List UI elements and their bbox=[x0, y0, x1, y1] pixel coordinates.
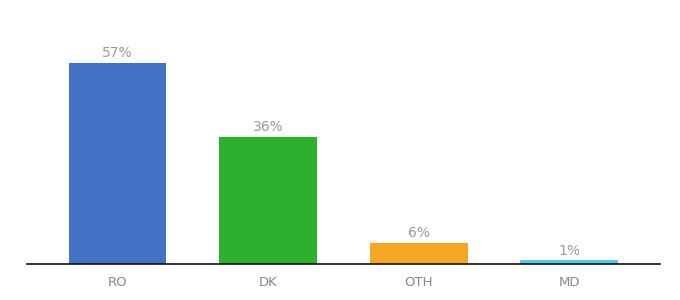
Bar bbox=[370, 243, 468, 264]
Bar bbox=[219, 137, 317, 264]
Text: 1%: 1% bbox=[558, 244, 580, 258]
Text: 6%: 6% bbox=[408, 226, 430, 240]
Text: 36%: 36% bbox=[253, 120, 284, 134]
Text: 57%: 57% bbox=[102, 46, 133, 60]
Bar bbox=[69, 63, 167, 264]
Bar bbox=[520, 260, 618, 264]
